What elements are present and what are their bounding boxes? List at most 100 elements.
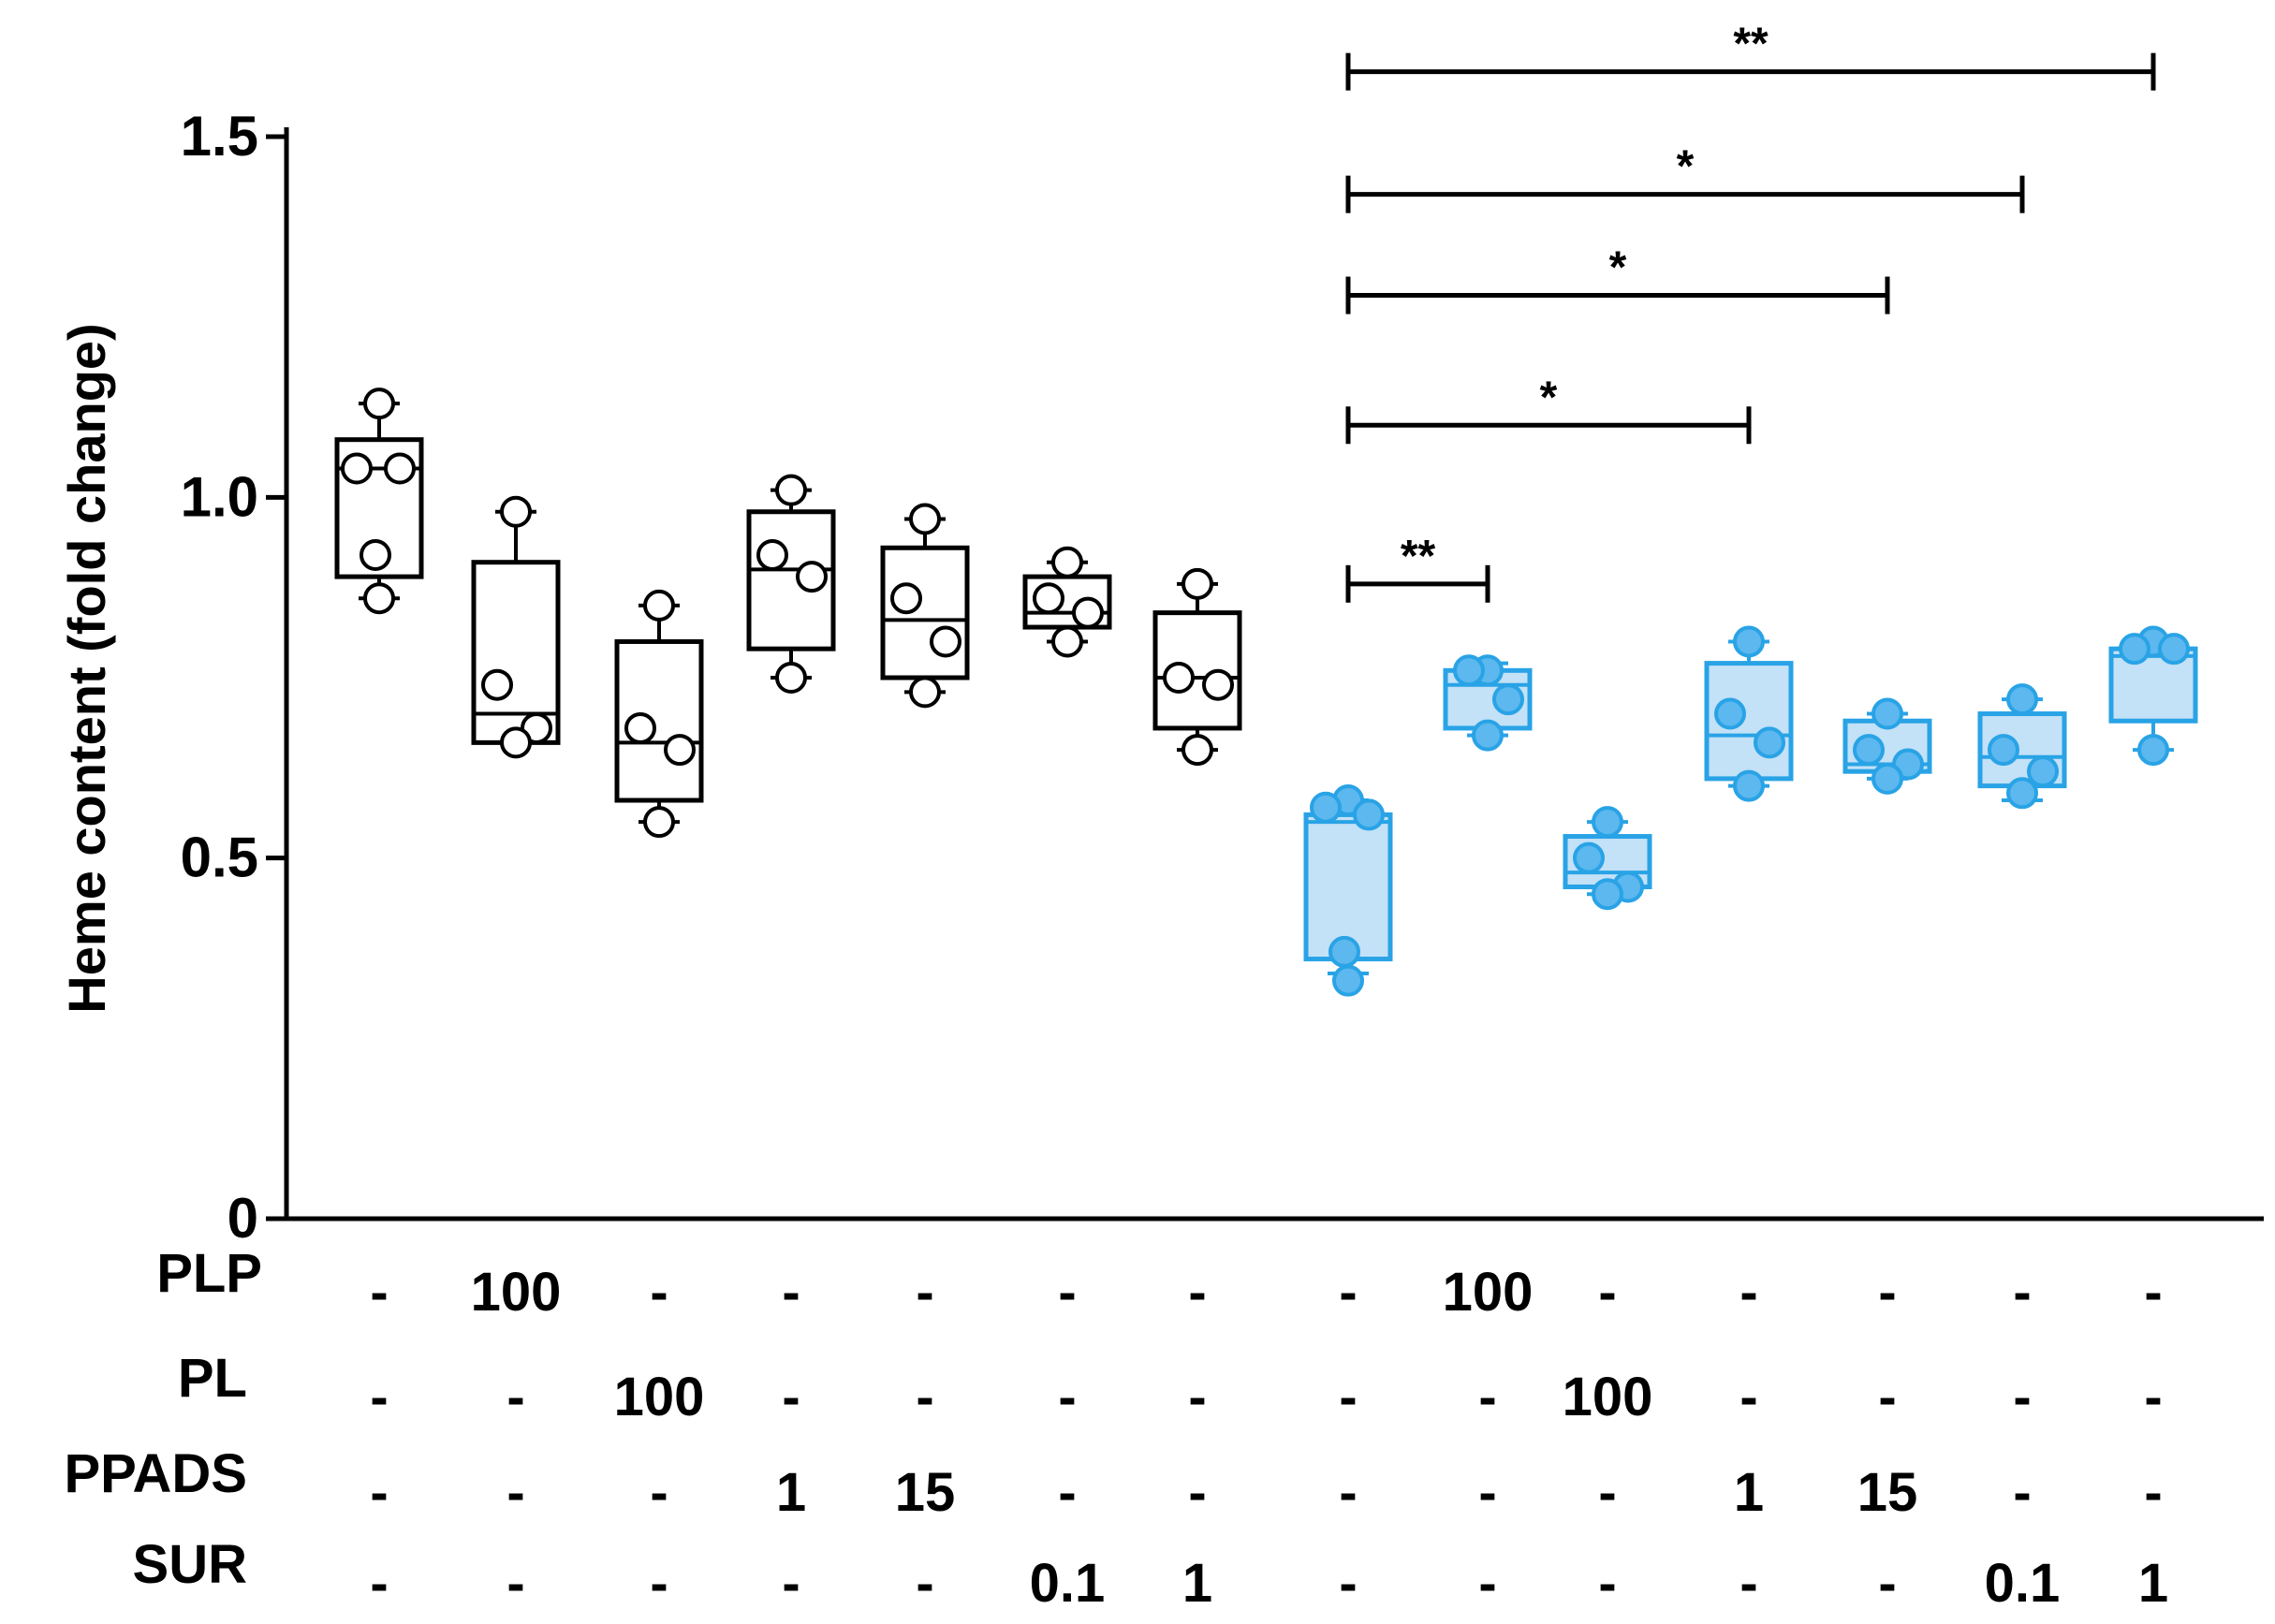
data-point — [1163, 662, 1195, 694]
treatment-cell: 100 — [471, 1262, 562, 1323]
plot-marks — [334, 388, 2198, 997]
data-point — [775, 662, 807, 694]
treatment-cell: - — [1339, 1367, 1357, 1427]
treatment-cell: - — [916, 1262, 933, 1323]
data-point — [1328, 935, 1360, 968]
y-tick-label: 1.5 — [181, 105, 258, 168]
significance-bracket: * — [1345, 373, 1752, 445]
y-tick-label: 0.5 — [181, 827, 258, 889]
treatment-cell: - — [1339, 1553, 1357, 1614]
significance-brackets: ******* — [1345, 20, 2156, 603]
treatment-cell: - — [370, 1367, 388, 1427]
data-point — [1733, 625, 1765, 658]
treatment-cell: - — [1478, 1553, 1496, 1614]
box-group — [880, 503, 970, 709]
data-point — [643, 589, 675, 622]
treatment-row-label: SUR — [133, 1534, 247, 1595]
treatment-cell: - — [2013, 1367, 2031, 1427]
data-point — [1453, 654, 1485, 687]
data-point — [1592, 806, 1623, 839]
box — [746, 509, 836, 651]
treatment-cell: - — [782, 1553, 800, 1614]
significance-label: * — [1677, 142, 1695, 192]
data-point — [890, 582, 922, 615]
treatment-cell: - — [1058, 1462, 1076, 1523]
data-point — [1871, 762, 1903, 795]
significance-label: ** — [1401, 532, 1436, 581]
treatment-cell: 0.1 — [1985, 1553, 2061, 1614]
data-point — [2006, 777, 2038, 810]
data-point — [1472, 719, 1504, 752]
data-point — [1573, 841, 1605, 874]
data-point — [1051, 546, 1083, 578]
data-point — [2119, 633, 2150, 666]
data-point — [2137, 734, 2169, 767]
treatment-cell: - — [1878, 1553, 1896, 1614]
data-point — [1714, 697, 1746, 730]
significance-bracket: ** — [1345, 20, 2156, 91]
box-group — [746, 474, 836, 694]
treatment-cell: - — [782, 1367, 800, 1427]
treatment-cell: - — [1188, 1262, 1206, 1323]
treatment-cell: - — [1878, 1262, 1896, 1323]
data-point — [643, 806, 675, 839]
treatment-row-label: PLP — [156, 1243, 262, 1304]
data-point — [1051, 625, 1083, 658]
data-point — [360, 538, 391, 571]
treatment-cell: 1 — [1182, 1553, 1212, 1614]
box-group — [1842, 697, 1932, 795]
y-axis-label: Heme content (fold change) — [57, 323, 116, 1013]
data-point — [1332, 964, 1364, 997]
treatment-cell: 100 — [1443, 1262, 1534, 1323]
box-group — [1443, 654, 1533, 752]
box-group — [1022, 546, 1112, 658]
treatment-cell: - — [1339, 1262, 1357, 1323]
treatment-cell: - — [370, 1262, 388, 1323]
significance-bracket: ** — [1345, 532, 1490, 603]
treatment-cell: 1 — [1734, 1462, 1764, 1523]
box-group — [1303, 784, 1393, 997]
treatment-cell: 1 — [2138, 1553, 2168, 1614]
data-point — [1202, 668, 1234, 701]
treatment-cell: - — [1058, 1262, 1076, 1323]
data-point — [1182, 734, 1213, 767]
data-point — [1592, 878, 1623, 911]
treatment-cell: - — [1598, 1462, 1616, 1523]
box — [1152, 610, 1242, 731]
treatment-cell: - — [506, 1462, 524, 1523]
y-tick-label: 1.0 — [181, 465, 258, 528]
treatment-cell: 15 — [895, 1462, 956, 1523]
box-group — [1977, 683, 2067, 810]
box — [334, 437, 424, 579]
treatment-cell: - — [1878, 1367, 1896, 1427]
treatment-cell: - — [1058, 1367, 1076, 1427]
data-point — [500, 495, 532, 528]
box-group — [1563, 806, 1652, 911]
treatment-cell: - — [1339, 1462, 1357, 1523]
data-point — [384, 452, 416, 485]
data-point — [756, 538, 788, 571]
data-point — [664, 734, 696, 767]
data-point — [500, 726, 532, 759]
treatment-row: SUR - - - - - 0.1 1 - - - - - 0.1 1 — [133, 1534, 2169, 1614]
treatment-cell: - — [650, 1553, 668, 1614]
box-group — [471, 495, 561, 759]
treatment-cell: - — [2144, 1367, 2162, 1427]
treatment-cell: - — [916, 1367, 933, 1427]
treatment-cell: - — [1478, 1462, 1496, 1523]
data-point — [2027, 755, 2059, 788]
treatment-cell: - — [1188, 1462, 1206, 1523]
data-point — [2158, 633, 2190, 666]
treatment-table: PLP - 100 - - - - - - 100 - - - - - PL - - 100 - - - - - - 100 - - -… — [64, 1243, 2168, 1614]
data-point — [1033, 582, 1064, 615]
treatment-cell: - — [370, 1553, 388, 1614]
data-point — [909, 503, 941, 535]
treatment-cell: - — [1188, 1367, 1206, 1427]
treatment-cell: - — [650, 1462, 668, 1523]
data-point — [1310, 791, 1342, 824]
box-group — [2108, 625, 2198, 767]
data-point — [363, 582, 395, 615]
treatment-cell: - — [1739, 1262, 1757, 1323]
treatment-cell: - — [506, 1367, 524, 1427]
